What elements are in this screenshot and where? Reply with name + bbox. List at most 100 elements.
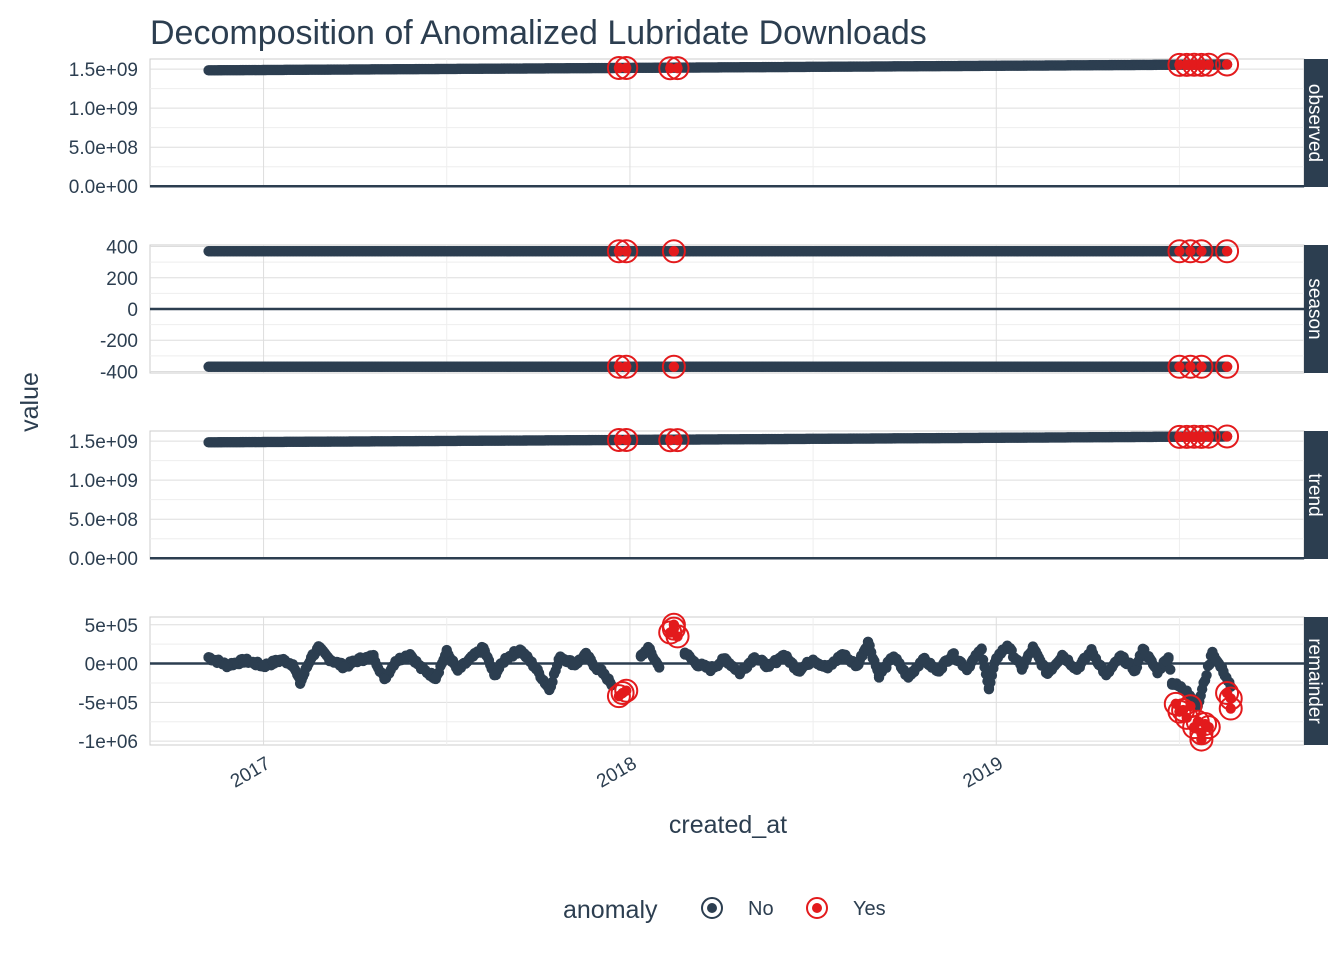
y-tick-label: 1.0e+09 xyxy=(69,471,138,492)
x-tick-label: 2019 xyxy=(960,753,1007,792)
legend-yes-label: Yes xyxy=(853,898,886,920)
point-anomaly xyxy=(621,62,632,74)
point-normal xyxy=(500,653,511,665)
anomaly-ring xyxy=(1215,681,1240,706)
anomaly-ring xyxy=(606,684,631,709)
point-normal xyxy=(734,667,746,679)
facet-strip-label: season xyxy=(1304,278,1325,339)
point-anomaly xyxy=(668,246,680,257)
y-tick-label: -200 xyxy=(100,331,138,352)
anomaly-ring xyxy=(1196,715,1221,740)
point-anomaly xyxy=(621,685,632,696)
point-normal xyxy=(287,659,299,670)
y-tick-label: 5e+05 xyxy=(85,616,138,637)
legend-no-label: No xyxy=(748,898,774,920)
anomaly-ring xyxy=(614,354,639,379)
y-tick-label: -1e+06 xyxy=(78,732,138,753)
point-normal xyxy=(452,665,463,676)
anomaly-ring xyxy=(1196,424,1221,449)
point-anomaly xyxy=(1203,431,1214,442)
point-normal xyxy=(1210,654,1222,665)
panel-remainder: -1e+06 -5e+05 0e+00 5e+05 remainder xyxy=(78,612,1328,753)
y-tick-label: 5.0e+08 xyxy=(69,510,138,531)
point-anomaly xyxy=(672,434,683,446)
point-normal xyxy=(1071,663,1083,675)
y-tick-label: 1.5e+09 xyxy=(69,60,138,81)
anomaly-ring xyxy=(1196,52,1221,77)
y-tick-label: 400 xyxy=(106,238,138,259)
point-anomaly xyxy=(621,434,632,446)
panel-season: -400 -200 0 200 400 season xyxy=(100,238,1328,383)
point-normal xyxy=(489,669,500,681)
facet-strip-label: trend xyxy=(1304,473,1325,516)
legend-yes-key-dot xyxy=(812,903,822,913)
point-normal xyxy=(1027,642,1039,654)
point-normal xyxy=(555,651,566,662)
point-normal xyxy=(679,647,691,658)
legend-no-key-dot xyxy=(707,903,717,913)
point-anomaly xyxy=(1203,59,1214,70)
point-normal xyxy=(991,652,1002,664)
point-normal xyxy=(837,649,848,660)
point-normal xyxy=(976,644,987,655)
point-normal xyxy=(932,666,943,677)
y-tick-label: 200 xyxy=(106,269,138,290)
point-normal xyxy=(441,646,452,658)
point-normal xyxy=(749,652,760,663)
point-normal xyxy=(1166,677,1178,689)
anomaly-ring xyxy=(614,239,639,264)
point-anomaly xyxy=(1221,59,1233,70)
point-anomaly xyxy=(668,361,680,372)
y-axis-title: value xyxy=(16,372,44,432)
point-normal xyxy=(947,649,958,660)
point-normal xyxy=(705,663,716,675)
point-normal xyxy=(313,642,324,654)
anomaly-ring xyxy=(1218,696,1243,721)
panel-frame xyxy=(149,616,1305,746)
point-normal xyxy=(654,662,665,673)
panel-frame xyxy=(149,430,1305,560)
point-normal xyxy=(643,642,654,654)
legend-yes-key-ring xyxy=(806,897,828,919)
anomaly-points xyxy=(606,52,1240,81)
data-points xyxy=(203,59,1233,76)
point-anomaly xyxy=(1221,361,1233,372)
point-normal xyxy=(807,654,819,665)
y-tick-label: 0.0e+00 xyxy=(69,549,138,570)
point-normal xyxy=(873,669,885,681)
anomaly-points xyxy=(606,612,1243,752)
anomaly-points xyxy=(606,239,1240,379)
x-tick-label: 2017 xyxy=(227,753,274,792)
facet-strip xyxy=(1304,245,1328,373)
y-tick-label: -5e+05 xyxy=(78,693,138,714)
point-normal xyxy=(514,644,526,655)
point-normal xyxy=(903,672,914,683)
point-anomaly xyxy=(1196,361,1207,372)
point-normal xyxy=(324,653,335,665)
x-axis-title: created_at xyxy=(669,811,787,839)
point-normal xyxy=(221,659,233,671)
point-anomaly xyxy=(621,361,632,372)
point-normal xyxy=(606,680,617,691)
anomaly-ring xyxy=(661,354,686,379)
point-normal xyxy=(463,655,474,666)
anomaly-ring xyxy=(1215,424,1240,449)
point-normal xyxy=(793,665,804,676)
point-normal xyxy=(338,661,350,672)
point-normal xyxy=(983,683,995,695)
point-normal xyxy=(635,651,647,662)
point-normal xyxy=(544,683,555,695)
anomaly-ring xyxy=(1189,239,1214,264)
panel-trend: 0.0e+00 5.0e+08 1.0e+09 1.5e+09 trend xyxy=(69,424,1328,570)
point-normal xyxy=(430,672,441,683)
anomaly-ring xyxy=(1189,727,1214,752)
anomaly-ring xyxy=(665,56,690,81)
facet-strip-label: observed xyxy=(1304,84,1325,162)
point-normal xyxy=(1201,670,1212,681)
point-normal xyxy=(203,652,214,663)
point-normal xyxy=(529,661,540,672)
point-anomaly xyxy=(1203,721,1214,733)
chart-title: Decomposition of Anomalized Lubridate Do… xyxy=(150,14,927,52)
point-normal xyxy=(599,668,610,679)
